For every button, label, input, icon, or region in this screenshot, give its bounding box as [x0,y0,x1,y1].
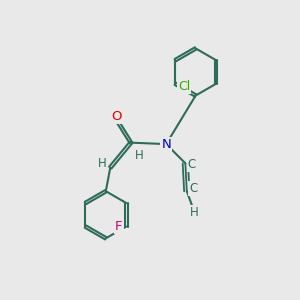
Text: C: C [188,158,196,171]
Text: C: C [189,182,197,195]
Text: O: O [111,110,122,123]
Text: H: H [190,206,199,219]
Text: F: F [115,220,123,233]
Text: H: H [135,149,143,162]
Text: Cl: Cl [178,80,190,93]
Text: N: N [161,138,171,151]
Text: H: H [98,157,106,170]
